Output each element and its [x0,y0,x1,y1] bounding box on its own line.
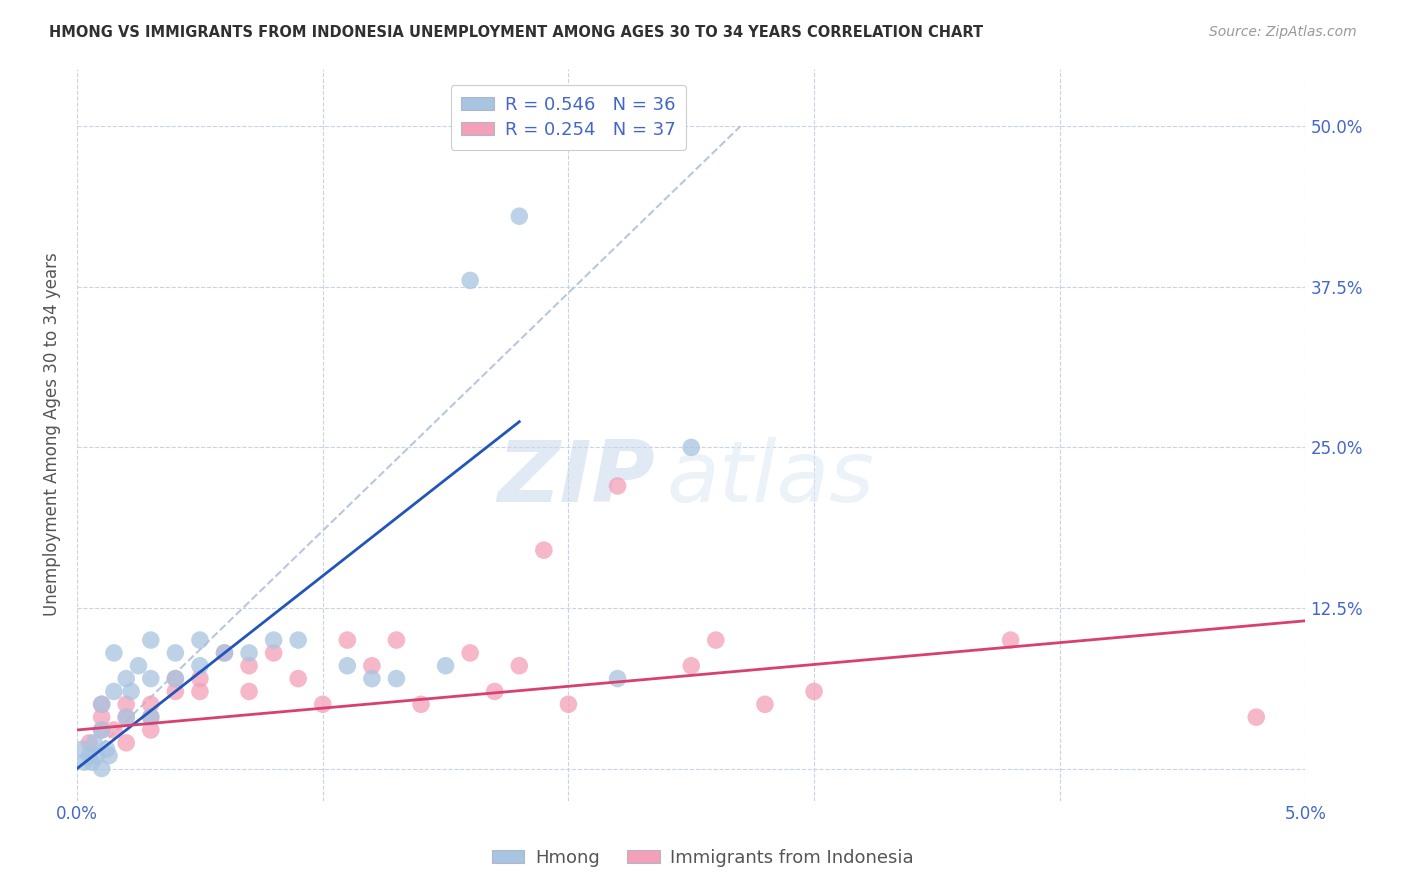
Point [409,698,432,712]
Point [238,684,260,698]
Point [80,755,103,769]
Legend: R = 0.546   N = 36, R = 0.254   N = 37: R = 0.546 N = 36, R = 0.254 N = 37 [450,85,686,150]
Point [83,736,105,750]
Point [115,710,138,724]
Text: HMONG VS IMMIGRANTS FROM INDONESIA UNEMPLOYMENT AMONG AGES 30 TO 34 YEARS CORREL: HMONG VS IMMIGRANTS FROM INDONESIA UNEMP… [49,25,983,40]
Text: Source: ZipAtlas.com: Source: ZipAtlas.com [1209,25,1357,39]
Point [128,658,150,673]
Point [188,633,211,648]
Point [139,710,162,724]
Point [139,710,162,724]
Point [90,762,112,776]
Point [188,672,211,686]
Point [360,658,382,673]
Point [139,633,162,648]
Point [120,684,142,698]
Point [139,698,162,712]
Point [90,710,112,724]
Point [165,672,187,686]
Point [360,672,382,686]
Point [681,441,703,455]
Point [508,209,530,223]
Point [139,672,162,686]
Point [287,633,309,648]
Point [704,633,727,648]
Point [165,646,187,660]
Point [238,646,260,660]
Point [90,723,112,737]
Point [1000,633,1022,648]
Point [90,698,112,712]
Point [86,748,108,763]
Text: atlas: atlas [666,437,875,520]
Point [508,658,530,673]
Point [533,543,555,558]
Point [803,684,825,698]
Point [90,723,112,737]
Point [139,723,162,737]
Point [103,723,125,737]
Point [557,698,579,712]
Point [90,698,112,712]
Point [165,672,187,686]
Point [79,736,101,750]
Point [606,672,628,686]
Point [434,658,457,673]
Point [312,698,335,712]
Point [79,748,101,763]
Point [1246,710,1268,724]
Point [458,273,481,287]
Point [70,742,93,756]
Point [73,755,96,769]
Point [336,658,359,673]
Point [238,658,260,673]
Point [336,633,359,648]
Text: ZIP: ZIP [496,437,654,520]
Point [103,684,125,698]
Point [484,684,506,698]
Point [681,658,703,673]
Point [103,646,125,660]
Point [263,646,285,660]
Point [458,646,481,660]
Point [115,672,138,686]
Point [188,684,211,698]
Point [214,646,236,660]
Point [96,742,118,756]
Point [754,698,776,712]
Point [287,672,309,686]
Point [385,672,408,686]
Legend: Hmong, Immigrants from Indonesia: Hmong, Immigrants from Indonesia [485,842,921,874]
Point [115,698,138,712]
Point [263,633,285,648]
Point [606,479,628,493]
Point [115,710,138,724]
Point [98,748,121,763]
Y-axis label: Unemployment Among Ages 30 to 34 years: Unemployment Among Ages 30 to 34 years [44,252,60,616]
Point [165,684,187,698]
Point [188,658,211,673]
Point [115,736,138,750]
Point [385,633,408,648]
Point [214,646,236,660]
